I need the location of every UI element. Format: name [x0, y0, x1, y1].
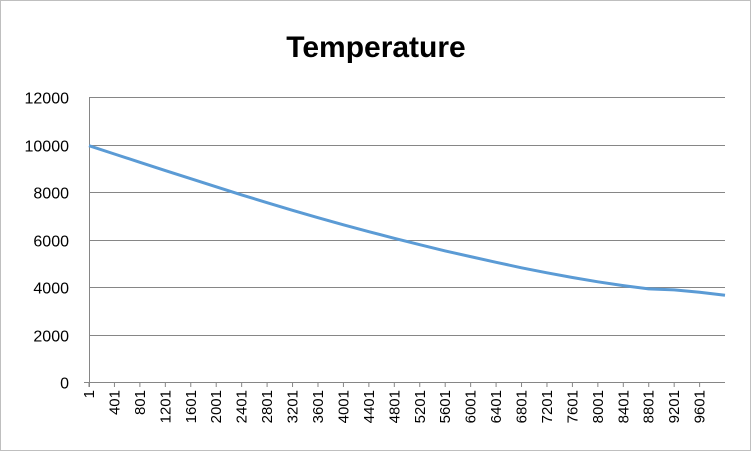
x-tick-label: 1	[81, 390, 98, 398]
x-tick-label: 2001	[208, 390, 225, 423]
x-tick-label: 5601	[437, 390, 454, 423]
x-tick-label: 5201	[412, 390, 429, 423]
x-axis-ticks: 1 401 801 1201 1601 2001 2401 2801 3201 3601 4001 4…	[81, 390, 709, 423]
chart-title: Temperature	[286, 31, 466, 64]
y-tick-label: 12000	[25, 91, 70, 108]
x-tick-label: 2401	[234, 390, 251, 423]
x-tick-label: 1201	[157, 390, 174, 423]
x-tick-label: 1601	[183, 390, 200, 423]
x-tick-label: 3201	[285, 390, 302, 423]
y-axis-ticks: 0 2000 4000 6000 8000 10000 12000	[25, 91, 70, 393]
x-tick-label: 401	[106, 390, 123, 415]
x-tick-label: 9201	[666, 390, 683, 423]
x-tick-label: 6001	[463, 390, 480, 423]
x-tick-label: 2801	[259, 390, 276, 423]
gridlines	[89, 97, 725, 336]
x-tick-label: 8801	[641, 390, 658, 423]
x-tick-label: 9601	[692, 390, 709, 423]
series-layer	[88, 144, 726, 297]
y-tick-label: 6000	[33, 234, 69, 251]
x-tick-label: 4801	[386, 390, 403, 423]
x-tick-label: 3601	[310, 390, 327, 423]
series-line	[88, 144, 726, 297]
y-tick-label: 4000	[33, 281, 69, 298]
x-tick-label: 8001	[590, 390, 607, 423]
x-tick-label: 7601	[564, 390, 581, 423]
x-tick-label: 4401	[361, 390, 378, 423]
x-tick-label: 6401	[488, 390, 505, 423]
x-tick-label: 8401	[615, 390, 632, 423]
x-tick-label: 801	[132, 390, 149, 415]
y-tick-label: 2000	[33, 329, 69, 346]
x-tick-label: 6801	[514, 390, 531, 423]
x-tick-label: 4001	[335, 390, 352, 423]
y-tick-label: 0	[60, 376, 69, 393]
x-tick-label: 7201	[539, 390, 556, 423]
y-tick-label: 8000	[33, 186, 69, 203]
y-tick-label: 10000	[25, 139, 70, 156]
